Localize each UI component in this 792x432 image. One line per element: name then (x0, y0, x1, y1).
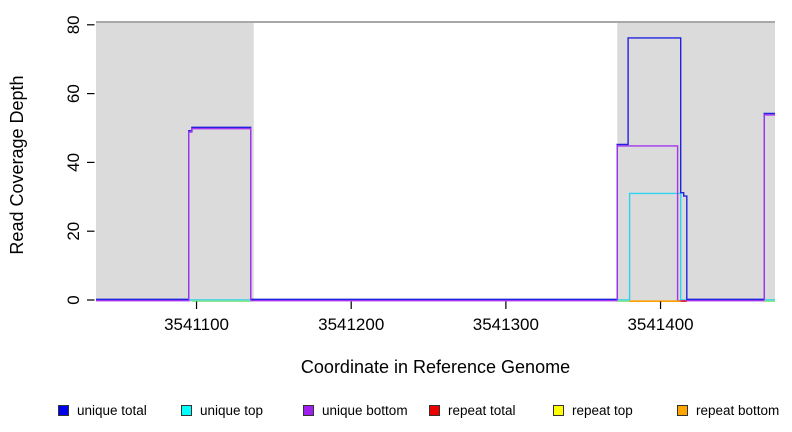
x-tick-label: 3541100 (164, 315, 229, 334)
legend-item-repeat-bottom: repeat bottom (677, 401, 779, 419)
legend-item-unique-top: unique top (181, 401, 263, 419)
legend-swatch-unique-top (181, 404, 192, 416)
legend-swatch-repeat-total (429, 404, 440, 416)
legend-label: repeat total (448, 402, 516, 418)
legend-item-unique-total: unique total (58, 401, 147, 419)
x-tick-label: 3541300 (473, 315, 539, 334)
shaded-region-left (96, 23, 254, 302)
y-tick-label: 60 (64, 84, 83, 103)
legend: unique total unique top unique bottom re… (0, 401, 792, 423)
legend-item-unique-bottom: unique bottom (303, 401, 408, 419)
x-tick-label: 3541400 (627, 315, 693, 334)
y-tick-label: 0 (64, 295, 83, 304)
series-unique-bottom (96, 114, 775, 302)
legend-item-repeat-top: repeat top (553, 401, 633, 419)
x-tick-label: 3541200 (318, 315, 384, 334)
shaded-region-right (617, 23, 775, 302)
legend-swatch-repeat-bottom (677, 404, 688, 416)
x-axis-title: Coordinate in Reference Genome (300, 357, 571, 377)
y-tick-label: 40 (64, 153, 83, 172)
legend-swatch-repeat-top (553, 404, 564, 416)
y-tick-label: 80 (64, 15, 83, 34)
legend-label: unique bottom (322, 402, 408, 418)
legend-label: repeat top (572, 402, 633, 418)
y-axis-title: Read Coverage Depth (7, 75, 27, 255)
legend-label: unique top (200, 402, 264, 418)
legend-label: repeat bottom (696, 402, 780, 418)
legend-swatch-unique-total (58, 404, 69, 416)
legend-item-repeat-total: repeat total (429, 401, 516, 419)
legend-swatch-unique-bottom (303, 404, 314, 416)
legend-label: unique total (77, 402, 147, 418)
y-tick-label: 20 (64, 222, 83, 241)
